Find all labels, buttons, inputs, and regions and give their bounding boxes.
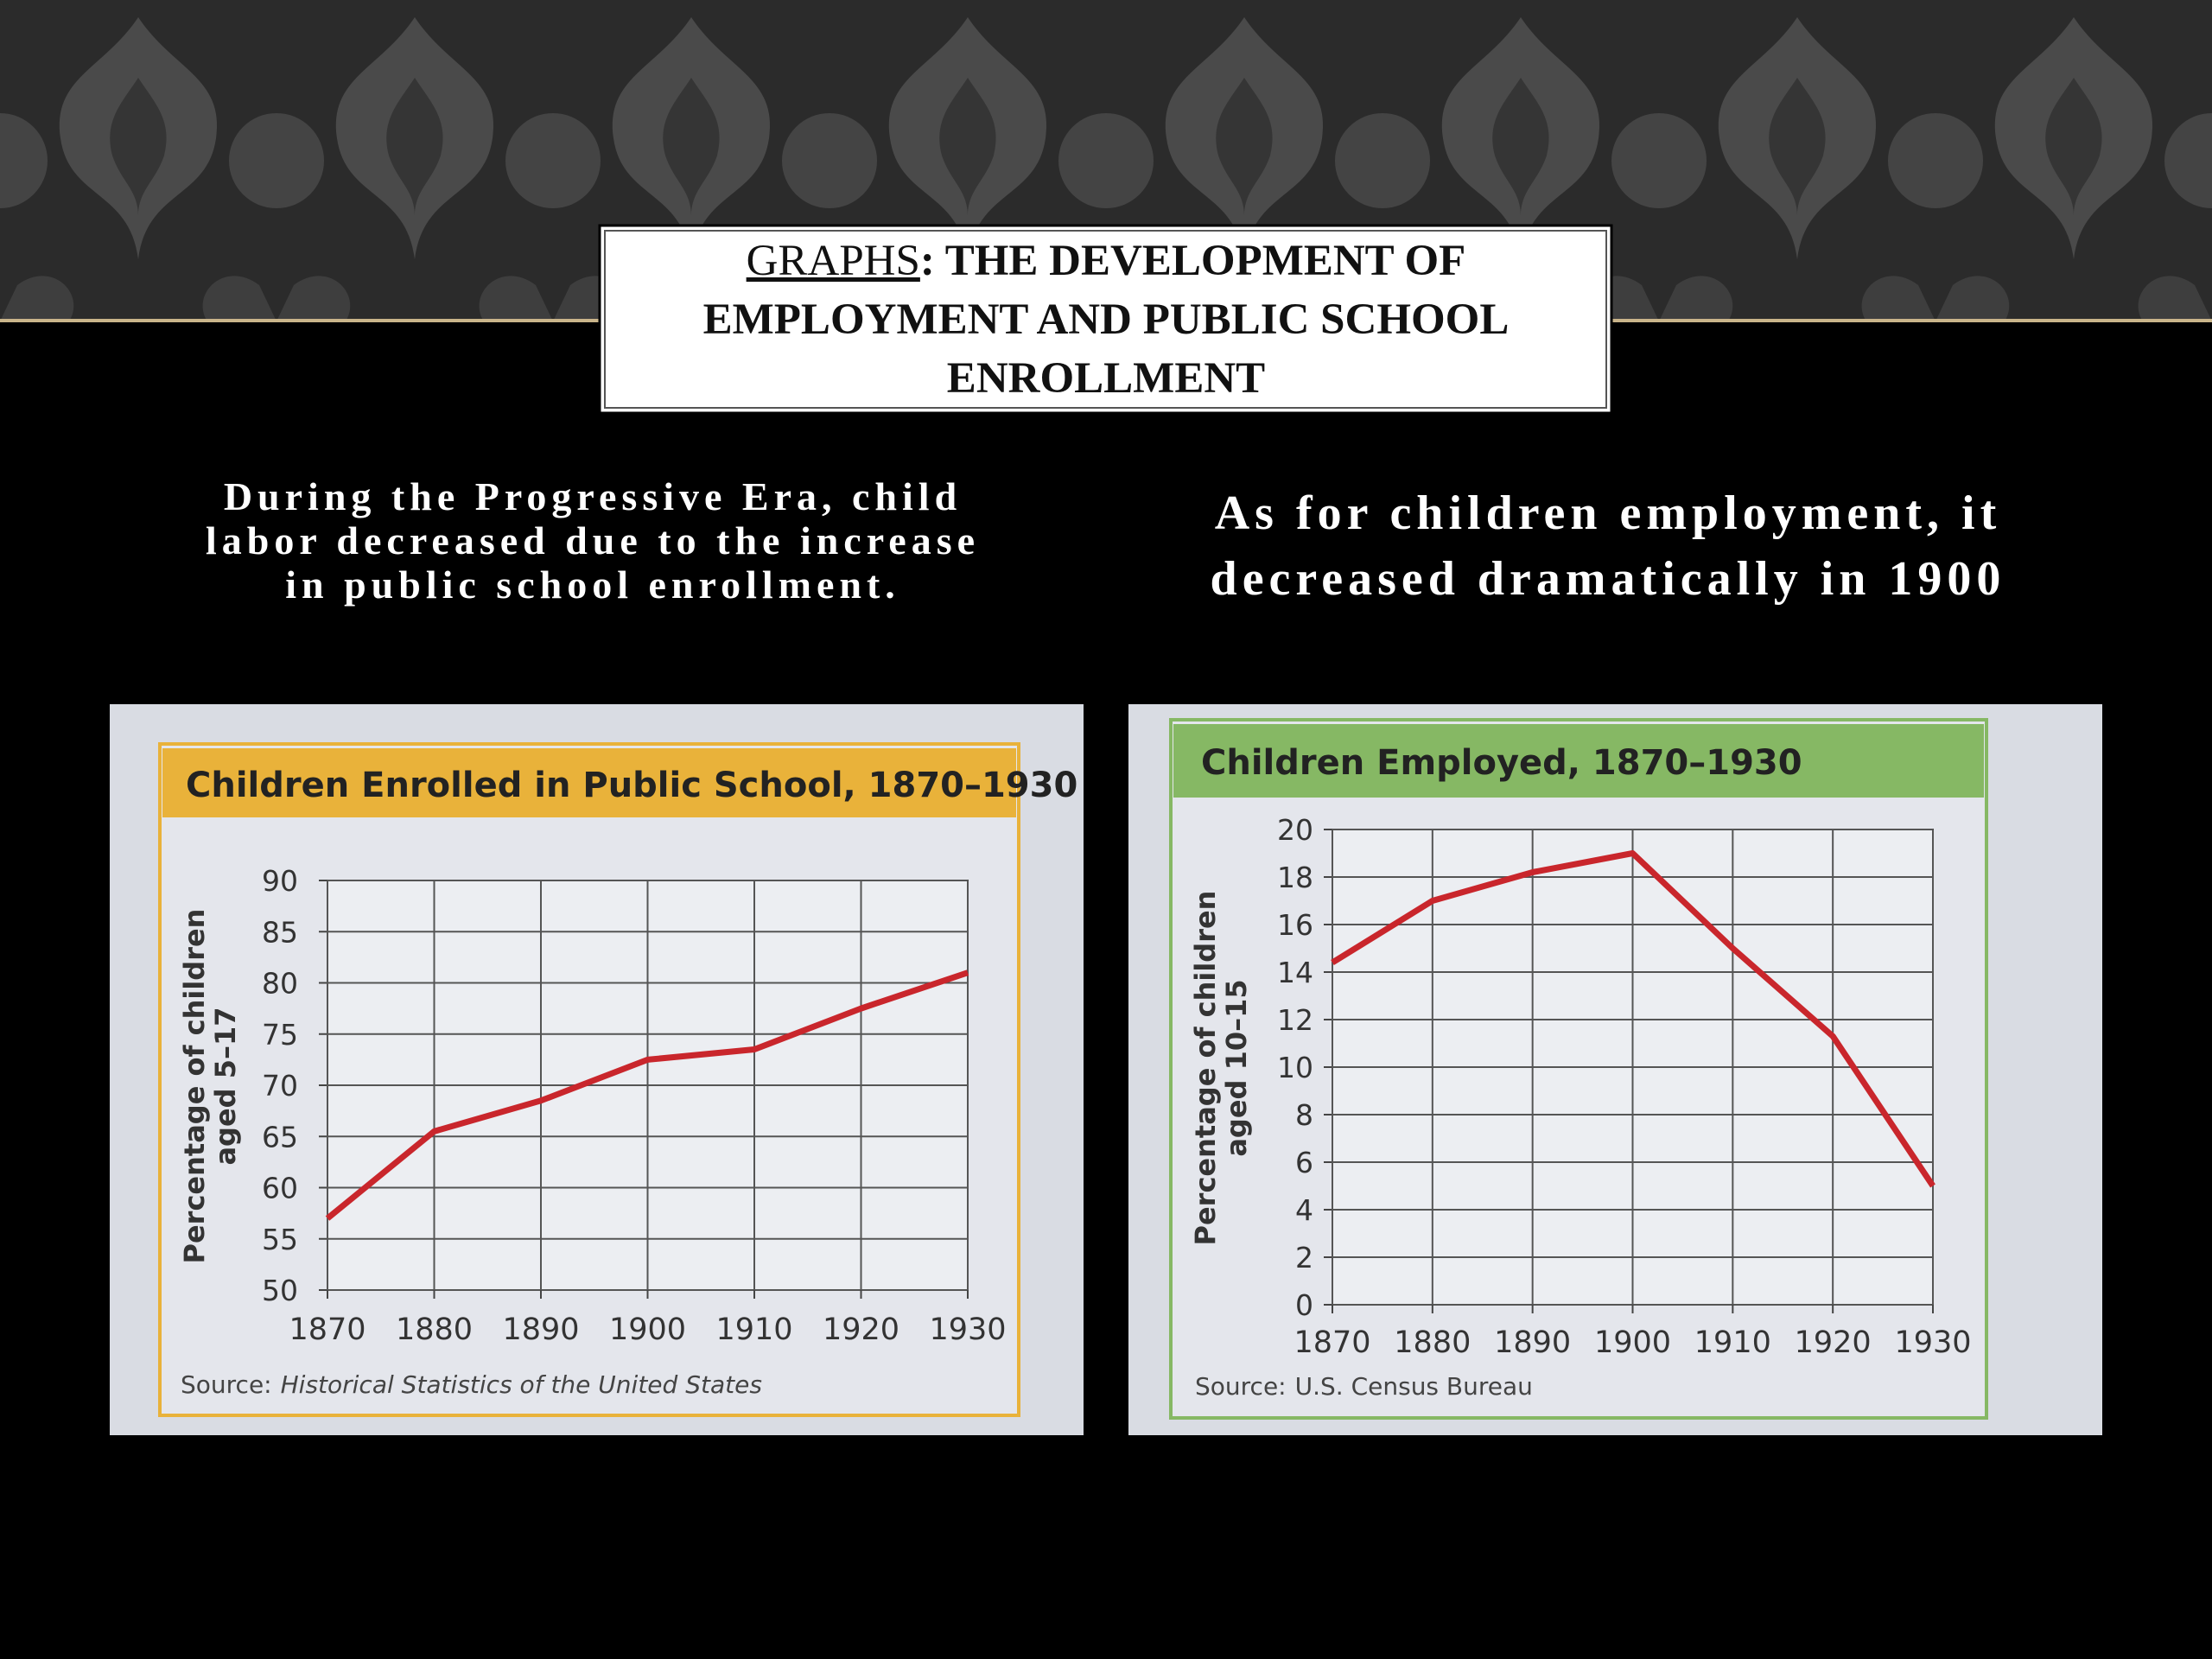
x-tick-label: 1880: [396, 1313, 473, 1347]
x-tick-label: 1890: [502, 1313, 579, 1347]
x-tick-label: 1930: [929, 1313, 1006, 1347]
y-axis-label-line: aged 10–15: [1220, 979, 1253, 1156]
title-box-inner: [604, 230, 1607, 409]
x-tick-label: 1880: [1394, 1325, 1471, 1360]
x-tick-label: 1890: [1494, 1325, 1571, 1360]
y-tick-label: 75: [262, 1018, 298, 1052]
source-text: Historical Statistics of the United Stat…: [281, 1370, 762, 1399]
y-tick-label: 12: [1277, 1003, 1313, 1037]
y-tick-label: 20: [1277, 813, 1313, 847]
body-text: labor decreased due to the increase: [206, 518, 980, 563]
data-line: [325, 969, 969, 1221]
chart: Children Enrolled in Public School, 1870…: [110, 704, 1084, 1435]
y-tick-label: 60: [262, 1172, 298, 1205]
y-tick-label: 4: [1295, 1193, 1313, 1227]
title-lead: GRAPHS: [747, 237, 920, 285]
source: Source: Historical Statistics of the Unit…: [181, 1370, 762, 1399]
slide-title: ENROLLMENT: [947, 354, 1265, 403]
y-tick-label: 10: [1277, 1051, 1313, 1084]
y-tick-label: 0: [1295, 1288, 1313, 1322]
x-tick-label: 1870: [1294, 1325, 1370, 1360]
title-line: : THE DEVELOPMENT OF: [920, 237, 1465, 285]
y-tick-label: 80: [262, 967, 298, 1001]
source-text: U.S. Census Bureau: [1295, 1372, 1533, 1401]
body-text: in public school enrollment.: [285, 563, 900, 607]
chart-title: Children Employed, 1870–1930: [1201, 743, 1802, 783]
y-tick-label: 85: [262, 915, 298, 949]
chart: Children Employed, 1870–1930 0 2 4 6 8 10 12 14 1…: [1128, 704, 2102, 1435]
source-label: Source:: [181, 1370, 272, 1399]
slide-title: GRAPHS: THE DEVELOPMENT OF: [747, 237, 1466, 285]
y-tick-label: 14: [1277, 956, 1313, 989]
x-tick-label: 1920: [1795, 1325, 1872, 1360]
body-text: During the Progressive Era, child: [224, 474, 962, 518]
x-tick-label: 1920: [823, 1313, 899, 1347]
y-tick-label: 6: [1295, 1146, 1313, 1179]
y-axis-label-line: aged 5–17: [209, 1007, 242, 1165]
data-line: [1331, 850, 1936, 1188]
x-tick-label: 1900: [1594, 1325, 1671, 1360]
y-tick-label: 70: [262, 1069, 298, 1103]
chart-header: [162, 748, 1016, 817]
body-text: decreased dramatically in 1900: [1211, 552, 2006, 606]
chart-header: [1173, 724, 1984, 798]
x-tick-label: 1910: [1694, 1325, 1771, 1360]
y-tick-label: 18: [1277, 861, 1313, 894]
y-tick-label: 50: [262, 1274, 298, 1307]
y-tick-label: 55: [262, 1223, 298, 1256]
y-tick-label: 8: [1295, 1098, 1313, 1132]
y-tick-label: 16: [1277, 908, 1313, 942]
x-tick-label: 1930: [1894, 1325, 1971, 1360]
source-label: Source:: [1195, 1372, 1287, 1401]
y-tick-label: 2: [1295, 1241, 1313, 1274]
chart-title: Children Enrolled in Public School, 1870…: [186, 766, 1077, 805]
y-axis-label-line: Percentage of children: [178, 909, 211, 1264]
slide-title: EMPLOYMENT AND PUBLIC SCHOOL: [703, 296, 1510, 344]
body-text: As for children employment, it: [1215, 486, 2002, 540]
y-tick-label: 65: [262, 1120, 298, 1154]
x-tick-label: 1910: [715, 1313, 792, 1347]
title-box: [598, 224, 1613, 415]
x-tick-label: 1870: [289, 1313, 365, 1347]
source: Source: U.S. Census Bureau: [1195, 1372, 1533, 1401]
y-axis-label-line: Percentage of children: [1189, 891, 1222, 1246]
y-tick-label: 90: [262, 864, 298, 898]
x-tick-label: 1900: [609, 1313, 686, 1347]
